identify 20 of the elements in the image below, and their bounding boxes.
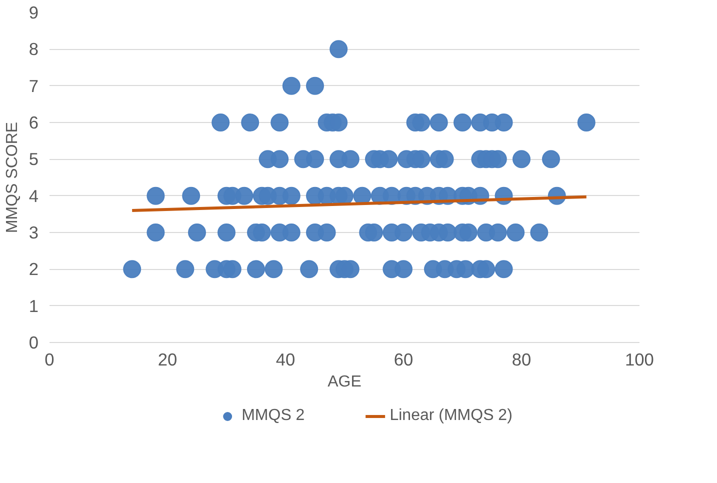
x-tick-label: 80	[512, 350, 532, 370]
x-tick-label: 20	[158, 350, 178, 370]
legend-label: MMQS 2	[242, 406, 305, 424]
x-tick-label: 0	[44, 350, 54, 370]
y-tick-label: 2	[28, 259, 39, 280]
y-tick-label: 0	[28, 332, 39, 352]
x-tick-label: 100	[625, 350, 654, 370]
x-axis-title: AGE	[328, 374, 362, 390]
y-tick-label: 1	[28, 296, 39, 316]
x-tick-label: 60	[394, 350, 414, 370]
y-tick-label: 4	[28, 186, 39, 206]
y-tick-label: 3	[28, 222, 39, 242]
y-tick-label: 7	[28, 76, 39, 96]
legend-label: Linear (MMQS 2)	[390, 406, 512, 424]
y-axis-title: MMQS SCORE	[4, 122, 21, 234]
y-tick-label: 9	[28, 2, 39, 22]
x-tick-label: 40	[276, 350, 296, 370]
y-tick-label: 5	[28, 149, 39, 170]
y-tick-label: 8	[28, 39, 39, 60]
y-tick-label: 6	[28, 112, 39, 132]
